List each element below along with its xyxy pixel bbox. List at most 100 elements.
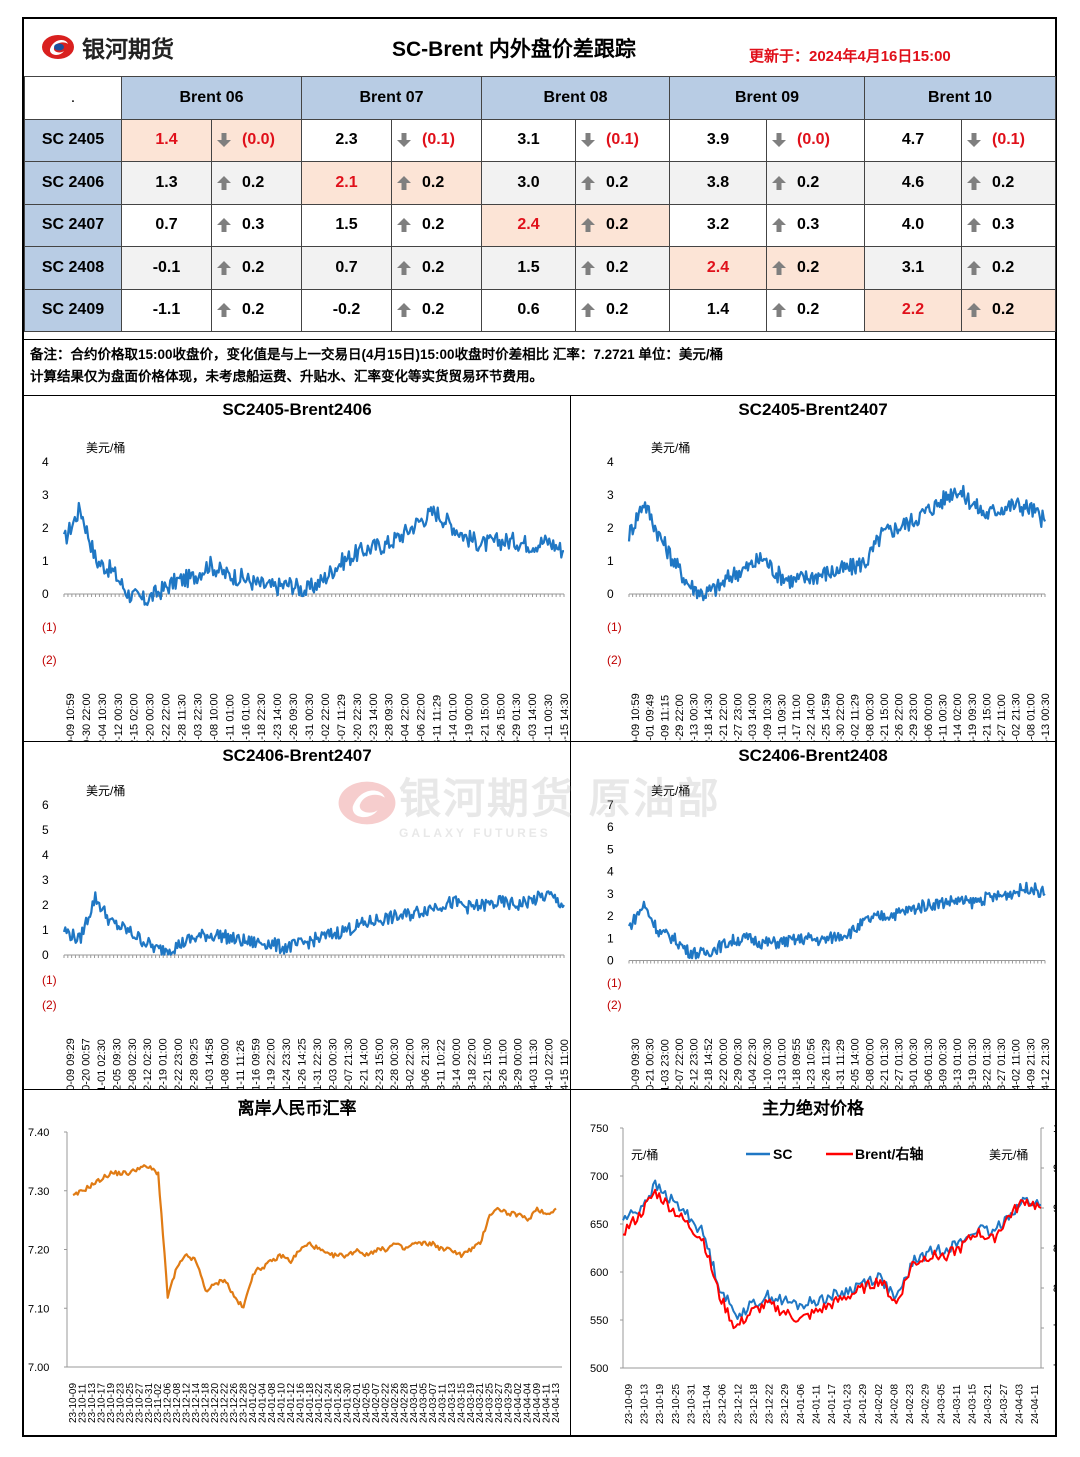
x-tick-label: 24-01-06 [796, 1384, 807, 1424]
spread-change: 0.3 [766, 203, 865, 247]
y-tick-label: (2) [42, 653, 57, 667]
x-tick-label: 02-07 11:29 [336, 694, 348, 742]
x-tick-label: 03-11 11:29 [432, 695, 444, 742]
y-tick-label: 4 [607, 865, 614, 879]
spread-value: -0.1 [121, 246, 212, 290]
report-sheet: 银河期货 SC-Brent 内外盘价差跟踪 更新于：2024年4月16日15:0… [22, 17, 1057, 1437]
spread-value: 0.6 [481, 288, 576, 332]
y-tick-label: (1) [42, 620, 57, 634]
x-tick-label: 23-12-28 [238, 1383, 249, 1423]
x-tick-label: 12-28 09:25 [189, 1038, 201, 1090]
x-tick-label: 24-03-15 [968, 1384, 979, 1424]
change-value: 0.2 [606, 216, 629, 234]
y-tick-label: 3 [607, 488, 614, 502]
spread-value: 3.9 [669, 118, 767, 162]
table-row: SC 2405 1.4 (0.0) 2.3 (0.1) 3.1 (0.1) 3.9 (0.0) 4… [24, 118, 1056, 162]
x-tick-label: 24-03-27 [494, 1383, 505, 1423]
x-tick-label: 03-26 15:00 [495, 693, 507, 742]
x-tick-label: 03-21 15:00 [482, 1038, 494, 1090]
x-tick-label: 12-04 10:30 [97, 693, 109, 742]
x-tick-label: 23-12-12 [182, 1383, 193, 1423]
spread-change: 0.2 [766, 288, 865, 332]
table-row: SC 2409 -1.1 0.2 -0.2 0.2 0.6 0.2 1.4 0.2 2.2 0.2 [24, 288, 1056, 332]
y-tick-label: 3 [42, 873, 49, 887]
y2-tick-label: 95 [1053, 1163, 1055, 1175]
x-tick-label: 01-11 09:30 [776, 694, 788, 742]
arrow-up-icon [772, 303, 786, 318]
y2-tick-label: 70 [1053, 1363, 1055, 1375]
series-line [627, 484, 1047, 602]
x-tick-label: 04-03 14:00 [527, 693, 539, 742]
x-tick-label: 12-08 02:30 [127, 1038, 139, 1090]
arrow-up-icon [581, 303, 595, 318]
x-tick-label: 03-19 01:30 [967, 1038, 979, 1090]
x-tick-label: 23-10-17 [96, 1383, 107, 1423]
x-tick-label: 24-02-28 [399, 1383, 410, 1423]
y-tick-label: (2) [42, 998, 57, 1012]
x-tick-label: 24-02-26 [390, 1383, 401, 1423]
spread-value: 1.4 [121, 118, 212, 162]
y-tick-label: (1) [607, 976, 622, 990]
y-tick-label: 7 [607, 798, 614, 812]
x-tick-label: 04-15 14:30 [559, 693, 571, 742]
y-tick-label: 7.30 [28, 1186, 49, 1198]
x-tick-label: 02-08 00:00 [864, 1038, 876, 1090]
x-tick-label: 12-20 00:30 [145, 693, 157, 742]
y-axis-unit: 美元/桶 [86, 783, 125, 798]
x-tick-label: 24-01-16 [295, 1383, 306, 1423]
series-line [62, 890, 565, 956]
x-tick-label: 04-12 21:30 [1040, 1038, 1052, 1090]
arrow-up-icon [397, 303, 411, 318]
table-header-row: . Brent 06 Brent 07 Brent 08 Brent 09 Brent 1… [24, 76, 1056, 120]
x-tick-label: 24-04-13 [551, 1383, 562, 1423]
spread-change: 0.2 [961, 161, 1056, 205]
row-header: SC 2409 [24, 288, 122, 332]
spread-value: 3.8 [669, 161, 767, 205]
spread-change: 0.3 [211, 203, 302, 247]
x-tick-label: 04-03 11:30 [528, 1039, 540, 1090]
x-tick-label: 03-06 22:00 [416, 693, 428, 742]
y-tick-label: 7.00 [28, 1362, 49, 1374]
change-value: (0.0) [242, 131, 275, 149]
y2-tick-label: 90 [1053, 1203, 1055, 1215]
spread-value: -1.1 [121, 288, 212, 332]
series-line-brent [622, 1188, 1042, 1330]
x-tick-label: 23-10-13 [640, 1384, 651, 1424]
chart-title: SC2405-Brent2406 [222, 400, 372, 419]
x-tick-label: 24-03-25 [485, 1383, 496, 1423]
x-tick-label: 24-03-15 [456, 1383, 467, 1423]
x-tick-label: 12-19 01:00 [158, 1038, 170, 1090]
x-tick-label: 04-10 22:00 [544, 1038, 556, 1090]
y-tick-label: 700 [590, 1171, 608, 1183]
spread-value: 4.7 [864, 118, 962, 162]
spread-change: 0.2 [211, 161, 302, 205]
x-tick-label: 03-01 00:30 [908, 1038, 920, 1090]
x-tick-label: 10-09 09:29 [65, 1038, 77, 1090]
change-value: 0.2 [992, 258, 1015, 276]
x-tick-label: 02-28 00:30 [389, 1038, 401, 1090]
spread-change: 0.2 [961, 288, 1056, 332]
arrow-up-icon [397, 218, 411, 233]
column-header: Brent 09 [669, 76, 865, 120]
y-tick-label: 550 [590, 1315, 608, 1327]
spread-value: 2.3 [301, 118, 392, 162]
x-tick-label: 24-02-02 [874, 1384, 885, 1424]
notes-line-1: 备注：合约价格取15:00收盘价，变化值是与上一交易日(4月15日)15:00收… [30, 347, 724, 362]
x-tick-label: 12-15 02:00 [129, 693, 141, 742]
x-tick-label: 03-06 01:30 [923, 1038, 935, 1090]
change-value: 0.2 [992, 173, 1015, 191]
x-tick-label: 24-02-22 [381, 1383, 392, 1423]
arrow-up-icon [397, 260, 411, 275]
spread-value: 1.4 [669, 288, 767, 332]
x-tick-label: 23-10-11 [77, 1383, 88, 1423]
x-tick-label: 10-21 00:30 [645, 1038, 657, 1090]
x-tick-label: 24-01-23 [843, 1384, 854, 1424]
x-tick-label: 23-12-26 [229, 1383, 240, 1423]
x-tick-label: 23-11-04 [702, 1384, 713, 1424]
spread-change: 0.2 [575, 246, 670, 290]
y2-tick-label: 85 [1053, 1243, 1055, 1255]
x-tick-label: 24-01-11 [811, 1384, 822, 1424]
x-tick-label: 12-07 22:00 [674, 1038, 686, 1090]
x-tick-label: 01-08 09:00 [219, 1038, 231, 1090]
x-tick-label: 03-21 15:00 [479, 693, 491, 742]
